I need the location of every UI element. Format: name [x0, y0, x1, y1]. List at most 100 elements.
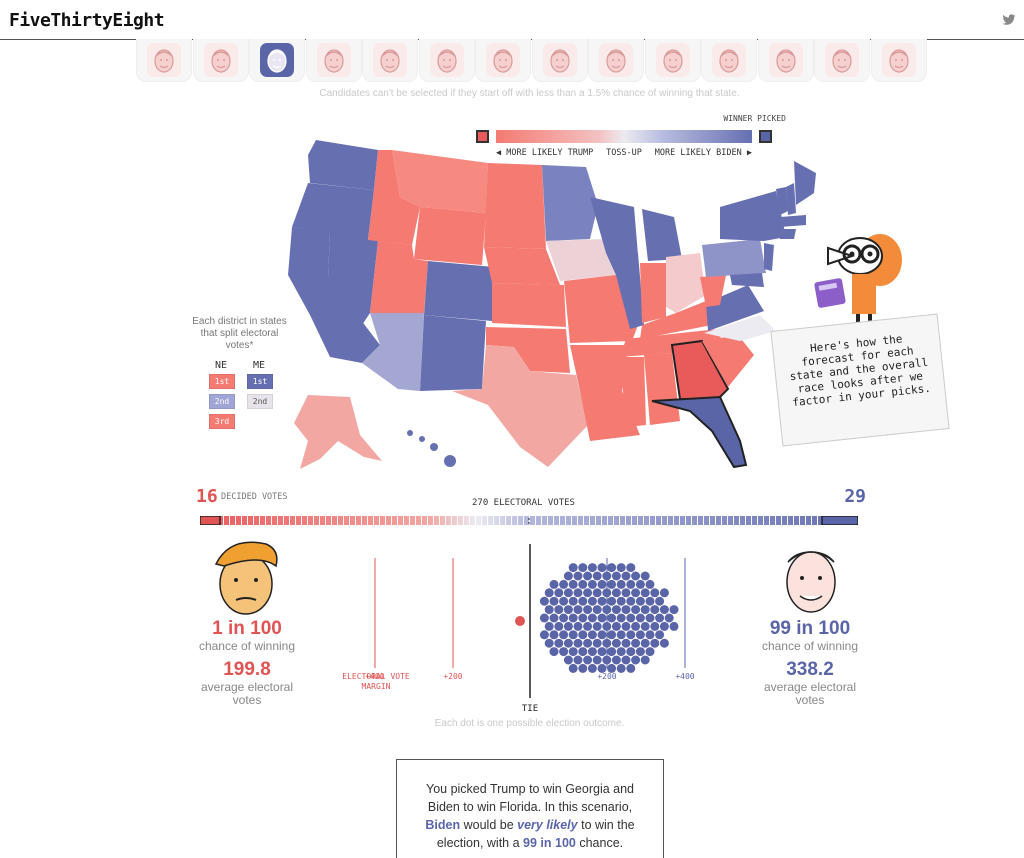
state-MT[interactable] — [392, 150, 488, 213]
ne-district-chip[interactable]: 2nd — [209, 394, 235, 409]
outcome-dot-biden — [583, 655, 593, 665]
candidate-option[interactable] — [531, 39, 588, 82]
outcome-dot-biden — [659, 605, 669, 615]
outcome-dot-biden — [607, 596, 617, 606]
ne-district-chip[interactable]: 3rd — [209, 414, 235, 429]
state-HI[interactable] — [407, 430, 456, 467]
state-WV[interactable] — [700, 275, 726, 307]
outcome-dot-biden — [631, 605, 641, 615]
state-SD[interactable] — [484, 207, 546, 249]
candidate-option[interactable] — [588, 39, 644, 82]
candidate-option[interactable] — [475, 39, 531, 82]
outcome-dot-biden — [659, 638, 669, 648]
outcome-dot-biden — [640, 638, 650, 648]
candidate-option[interactable] — [192, 39, 249, 82]
candidate-option[interactable] — [814, 39, 870, 82]
top-bar: FiveThirtyEight — [0, 0, 1024, 40]
biden-summary: 99 in 100 chance of winning 338.2 averag… — [750, 618, 870, 707]
outcome-dot-biden — [621, 638, 631, 648]
state-KY[interactable] — [640, 301, 712, 339]
state-MA[interactable] — [780, 215, 806, 227]
outcome-dot-biden — [559, 630, 569, 640]
state-WY[interactable] — [414, 207, 486, 265]
candidate-option[interactable] — [870, 39, 927, 82]
outcome-dot-biden — [597, 613, 607, 623]
candidate-option[interactable] — [305, 39, 362, 82]
state-WA[interactable] — [308, 140, 378, 190]
state-IN[interactable] — [640, 263, 666, 323]
state-ME[interactable] — [794, 161, 816, 205]
candidate-option[interactable] — [701, 39, 757, 82]
state-VA[interactable] — [706, 285, 764, 331]
candidate-option[interactable] — [644, 39, 701, 82]
state-AR[interactable] — [570, 345, 628, 391]
outcome-dot-biden — [583, 588, 593, 598]
candidate-option[interactable] — [249, 39, 305, 82]
state-MO[interactable] — [564, 275, 638, 343]
state-KS[interactable] — [492, 283, 566, 327]
state-ID[interactable] — [368, 150, 420, 245]
state-GA[interactable] — [670, 339, 730, 400]
outcome-dot-biden — [621, 655, 631, 665]
fox-mascot-illustration — [814, 234, 902, 328]
candidate-option[interactable] — [362, 39, 418, 82]
candidate-option[interactable] — [418, 39, 475, 82]
state-NH[interactable] — [786, 183, 796, 215]
state-CT[interactable] — [780, 229, 796, 239]
state-SC[interactable] — [702, 335, 754, 387]
outcome-dot-biden — [621, 621, 631, 631]
outcome-dot-biden — [616, 647, 626, 657]
state-NV[interactable] — [328, 233, 378, 325]
outcome-dot-biden — [626, 647, 636, 657]
outcome-dot-biden — [640, 655, 650, 665]
outcome-dot-biden — [544, 638, 554, 648]
outcome-dot-biden — [631, 588, 641, 598]
legend-trump-label: ◀ MORE LIKELY TRUMP — [496, 148, 594, 158]
candidate-option[interactable] — [757, 39, 814, 82]
state-ND[interactable] — [486, 163, 544, 207]
outcome-dot-biden — [645, 596, 655, 606]
state-AZ[interactable] — [362, 313, 424, 391]
state-MS[interactable] — [620, 357, 646, 427]
outcome-dot-biden — [621, 571, 631, 581]
state-IA[interactable] — [546, 239, 616, 281]
outcome-dot-biden — [611, 605, 621, 615]
axis-biden-400: +400 — [675, 672, 694, 681]
outcome-dot-biden — [635, 596, 645, 606]
candidate-face-icon — [662, 49, 683, 73]
state-VT[interactable] — [776, 187, 788, 215]
state-NM[interactable] — [420, 315, 486, 391]
state-AK[interactable] — [294, 395, 382, 469]
electoral-vote-bar: 16 DECIDED VOTES 270 ELECTORAL VOTES 29 — [196, 486, 866, 526]
state-OH[interactable] — [666, 253, 706, 313]
me-district-chip[interactable]: 1st — [247, 374, 273, 389]
state-MD[interactable] — [730, 273, 764, 287]
outcome-dot-biden — [578, 563, 588, 573]
outcome-dot-biden — [631, 638, 641, 648]
state-MN[interactable] — [542, 165, 598, 241]
state-MI[interactable] — [642, 209, 682, 261]
state-CA[interactable] — [288, 227, 380, 363]
outcome-dot-biden — [587, 596, 597, 606]
state-PA[interactable] — [702, 239, 766, 277]
state-NE[interactable] — [484, 247, 560, 285]
state-FL[interactable] — [651, 395, 748, 469]
candidate-option[interactable] — [136, 39, 192, 82]
state-OK[interactable] — [486, 327, 570, 373]
state-TX[interactable] — [452, 345, 588, 467]
state-UT[interactable] — [370, 241, 428, 313]
state-NC[interactable] — [704, 315, 776, 341]
ne-district-chip[interactable]: 1st — [209, 374, 235, 389]
state-CO[interactable] — [424, 261, 494, 321]
trump-odds: 1 in 100 — [212, 618, 282, 639]
state-WI[interactable] — [590, 197, 638, 255]
us-map[interactable] — [280, 135, 820, 480]
site-logo[interactable]: FiveThirtyEight — [9, 10, 165, 31]
me-district-chip[interactable]: 2nd — [247, 394, 273, 409]
twitter-icon[interactable] — [1002, 13, 1016, 27]
state-NY[interactable] — [720, 191, 786, 241]
state-IL[interactable] — [606, 253, 644, 329]
state-OR[interactable] — [292, 183, 374, 240]
outcome-dot-biden — [573, 571, 583, 581]
state-NJ[interactable] — [764, 243, 774, 271]
